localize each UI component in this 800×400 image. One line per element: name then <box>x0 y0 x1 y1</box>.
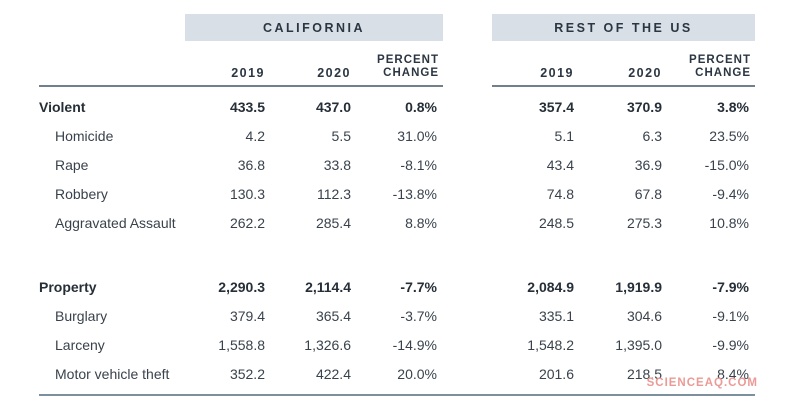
table-row: Larceny 1,558.8 1,326.6 -14.9% 1,548.2 1… <box>39 330 755 359</box>
table-row: Violent 433.5 437.0 0.8% 357.4 370.9 3.8… <box>39 92 755 121</box>
table-row: Burglary 379.4 365.4 -3.7% 335.1 304.6 -… <box>39 301 755 330</box>
cell-us-2019: 74.8 <box>546 185 574 202</box>
group-band-row: CALIFORNIA REST OF THE US <box>39 14 755 41</box>
cell-us-percent-change: -9.4% <box>712 185 749 202</box>
cell-us-2020: 6.3 <box>642 127 662 144</box>
cell-us-2020: 36.9 <box>634 156 662 173</box>
ca-2019-header: 2019 <box>231 65 265 80</box>
bottom-rule <box>39 394 755 396</box>
cell-us-percent-change: 3.8% <box>717 98 749 115</box>
ca-percent-change-header: PERCENT CHANGE <box>377 53 439 79</box>
row-label: Burglary <box>55 307 108 324</box>
cell-us-percent-change: 23.5% <box>709 127 749 144</box>
cell-us-2020: 1,395.0 <box>615 336 662 353</box>
header-rule-row <box>39 85 755 87</box>
us-2020-header: 2020 <box>628 65 662 80</box>
cell-ca-2020: 365.4 <box>315 307 351 324</box>
cell-us-percent-change: -7.9% <box>712 278 749 295</box>
cell-ca-2020: 285.4 <box>315 214 351 231</box>
cell-ca-percent-change: 31.0% <box>397 127 437 144</box>
cell-ca-2020: 33.8 <box>323 156 351 173</box>
table-row: Aggravated Assault 262.2 285.4 8.8% 248.… <box>39 208 755 237</box>
california-band: CALIFORNIA <box>185 14 443 41</box>
cell-us-percent-change: 10.8% <box>709 214 749 231</box>
table-row: Homicide 4.2 5.5 31.0% 5.1 6.3 23.5% <box>39 121 755 150</box>
cell-us-2020: 218.5 <box>626 365 662 382</box>
table-row: Property 2,290.3 2,114.4 -7.7% 2,084.9 1… <box>39 272 755 301</box>
cell-us-2019: 1,548.2 <box>527 336 574 353</box>
cell-ca-2020: 422.4 <box>315 365 351 382</box>
cell-us-2019: 201.6 <box>538 365 574 382</box>
cell-us-2019: 248.5 <box>538 214 574 231</box>
cell-ca-2019: 130.3 <box>229 185 265 202</box>
cell-us-2019: 2,084.9 <box>527 278 574 295</box>
cell-us-2019: 357.4 <box>538 98 574 115</box>
table-row: Motor vehicle theft 352.2 422.4 20.0% 20… <box>39 359 755 388</box>
cell-ca-percent-change: -8.1% <box>400 156 437 173</box>
cell-us-2020: 275.3 <box>626 214 662 231</box>
crime-rates-table: CALIFORNIA REST OF THE US 2019 2020 PERC… <box>39 14 755 396</box>
cell-us-percent-change: -9.1% <box>712 307 749 324</box>
row-label: Violent <box>39 98 86 115</box>
row-label: Rape <box>55 156 89 173</box>
cell-ca-percent-change: -7.7% <box>400 278 437 295</box>
table-body: Violent 433.5 437.0 0.8% 357.4 370.9 3.8… <box>39 87 755 388</box>
cell-us-2019: 335.1 <box>538 307 574 324</box>
us-percent-change-header: PERCENT CHANGE <box>689 53 751 79</box>
cell-ca-percent-change: 20.0% <box>397 365 437 382</box>
cell-us-percent-change: -15.0% <box>704 156 749 173</box>
cell-ca-2020: 2,114.4 <box>305 278 351 295</box>
header-rule-right <box>492 85 755 87</box>
table-row: Robbery 130.3 112.3 -13.8% 74.8 67.8 -9.… <box>39 179 755 208</box>
cell-ca-2020: 112.3 <box>317 185 351 202</box>
cell-ca-percent-change: 0.8% <box>405 98 437 115</box>
table-row: Rape 36.8 33.8 -8.1% 43.4 36.9 -15.0% <box>39 150 755 179</box>
cell-ca-2020: 5.5 <box>331 127 351 144</box>
cell-us-2020: 1,919.9 <box>615 278 662 295</box>
cell-ca-2019: 36.8 <box>237 156 265 173</box>
header-rule-left <box>39 85 443 87</box>
cell-ca-2019: 379.4 <box>229 307 265 324</box>
cell-us-2020: 304.6 <box>626 307 662 324</box>
cell-ca-2019: 4.2 <box>245 127 265 144</box>
cell-ca-percent-change: -14.9% <box>392 336 437 353</box>
section-spacer <box>39 237 755 272</box>
row-label: Robbery <box>55 185 108 202</box>
cell-ca-2020: 437.0 <box>315 98 351 115</box>
cell-us-2020: 370.9 <box>626 98 662 115</box>
cell-us-2019: 5.1 <box>554 127 574 144</box>
cell-ca-2019: 433.5 <box>229 98 265 115</box>
cell-ca-2019: 1,558.8 <box>218 336 265 353</box>
us-2019-header: 2019 <box>540 65 574 80</box>
cell-ca-2019: 352.2 <box>229 365 265 382</box>
cell-ca-percent-change: 8.8% <box>405 214 437 231</box>
rest-of-us-band: REST OF THE US <box>492 14 755 41</box>
cell-ca-2019: 262.2 <box>229 214 265 231</box>
cell-ca-2019: 2,290.3 <box>218 278 265 295</box>
row-label: Homicide <box>55 127 114 144</box>
cell-ca-2020: 1,326.6 <box>304 336 351 353</box>
cell-us-2020: 67.8 <box>634 185 662 202</box>
watermark: SCIENCEAQ.COM <box>646 377 758 389</box>
row-label: Motor vehicle theft <box>55 365 170 382</box>
row-label: Aggravated Assault <box>55 214 176 231</box>
cell-us-2019: 43.4 <box>546 156 574 173</box>
cell-ca-percent-change: -3.7% <box>400 307 437 324</box>
cell-ca-percent-change: -13.8% <box>392 185 437 202</box>
column-header-row: 2019 2020 PERCENT CHANGE 2019 2020 PERCE… <box>39 41 755 85</box>
row-label: Property <box>39 278 97 295</box>
cell-us-percent-change: -9.9% <box>712 336 749 353</box>
row-label: Larceny <box>55 336 105 353</box>
ca-2020-header: 2020 <box>317 65 351 80</box>
cell-us-percent-change: 8.4% <box>717 365 749 382</box>
